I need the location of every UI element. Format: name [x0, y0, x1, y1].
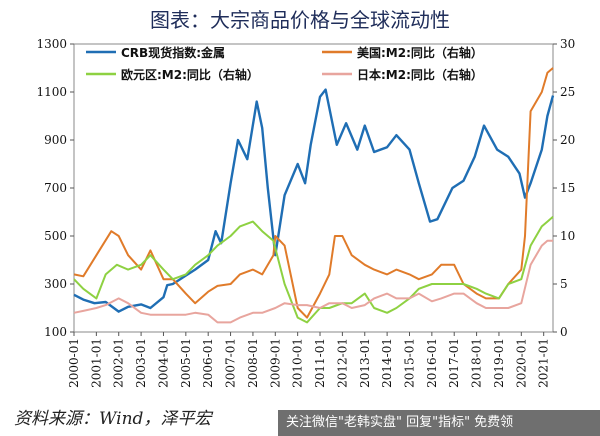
y-left-tick-label: 100: [44, 325, 67, 339]
y-right-tick-label: 30: [560, 37, 575, 51]
x-tick-label: 2013-01: [358, 338, 372, 388]
legend-label-1: CRB现货指数:金属: [121, 45, 225, 60]
promo-banner: 关注微信"老韩实盘" 回复"指标" 免费领: [278, 410, 600, 436]
series-line-1: [73, 88, 555, 313]
y-right-tick-label: 25: [560, 85, 575, 99]
y-right-tick-label: 5: [560, 277, 568, 291]
x-tick-label: 2017-01: [447, 338, 461, 388]
chart-title: 图表：大宗商品价格与全球流动性: [150, 8, 450, 32]
x-tick-label: 2004-01: [156, 338, 170, 388]
series-line-2: [73, 67, 554, 319]
y-left-tick-label: 300: [44, 277, 67, 291]
x-tick-label: 2001-01: [89, 338, 103, 388]
series-line-4: [73, 239, 553, 324]
y-left-tick-label: 1300: [36, 37, 67, 51]
x-tick-label: 2003-01: [134, 338, 148, 388]
x-tick-label: 2015-01: [402, 338, 416, 388]
x-tick-label: 2016-01: [425, 338, 439, 388]
y-right-tick-label: 0: [560, 325, 568, 339]
legend-label-2: 美国:M2:同比（右轴）: [357, 45, 483, 60]
x-tick-label: 2019-01: [492, 338, 506, 388]
y-left-tick-label: 900: [44, 133, 67, 147]
legend-label-3: 欧元区:M2:同比（右轴）: [121, 67, 259, 82]
x-tick-label: 2008-01: [246, 338, 260, 388]
y-right-tick-label: 20: [560, 133, 575, 147]
x-tick-label: 2002-01: [112, 338, 126, 388]
x-tick-label: 2005-01: [179, 338, 193, 388]
x-tick-label: 2000-01: [67, 338, 81, 388]
legend: CRB现货指数:金属 美国:M2:同比（右轴） 欧元区:M2:同比（右轴） 日本:M2…: [86, 45, 483, 82]
x-tick-label: 2007-01: [224, 338, 238, 388]
x-tick-label: 2021-01: [537, 338, 551, 388]
legend-label-4: 日本:M2:同比（右轴）: [357, 67, 483, 82]
x-tick-label: 2018-01: [470, 338, 484, 388]
axes: 100 300 500 700 900 1100 1300 0 5 10 15 20 25 30 2000-…: [36, 37, 575, 388]
y-left-tick-label: 1100: [36, 85, 67, 99]
series-group: [73, 67, 555, 324]
x-tick-label: 2009-01: [268, 338, 282, 388]
y-right-tick-label: 15: [560, 181, 575, 195]
y-left-tick-label: 500: [44, 229, 67, 243]
x-tick-label: 2006-01: [201, 338, 215, 388]
x-tick-label: 2014-01: [380, 338, 394, 388]
x-tick-label: 2011-01: [313, 338, 327, 388]
y-left-tick-label: 700: [44, 181, 67, 195]
y-right-tick-label: 10: [560, 229, 575, 243]
x-tick-label: 2012-01: [335, 338, 349, 388]
x-tick-label: 2020-01: [514, 338, 528, 388]
x-tick-label: 2010-01: [291, 338, 305, 388]
plot-frame: [73, 43, 554, 333]
source-note: 资料来源：Wind，泽平宏: [14, 409, 212, 429]
